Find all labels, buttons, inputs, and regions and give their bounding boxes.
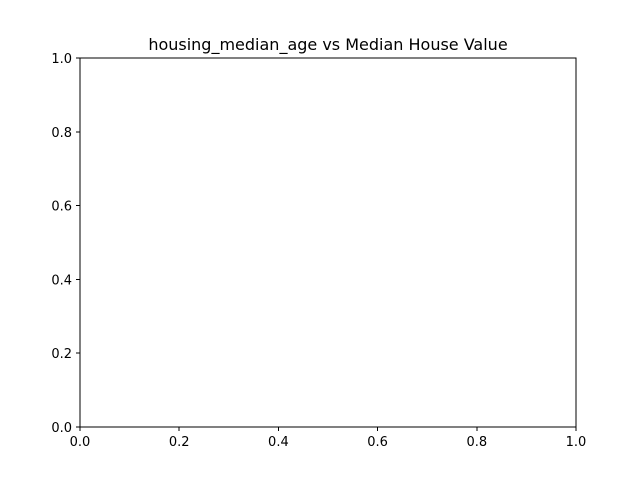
y-tick-label: 0.2: [51, 347, 72, 362]
x-tick-label: 0.4: [268, 435, 289, 450]
y-tick-label: 0.6: [51, 200, 72, 215]
x-axis: 0.0 0.2 0.4 0.6 0.8 1.0: [70, 427, 587, 450]
plot-area: [79, 57, 577, 428]
x-tick-label: 0.8: [466, 435, 487, 450]
x-tick-label: 1.0: [566, 435, 587, 450]
y-tick-label: 0.8: [51, 126, 72, 141]
y-tick-label: 0.0: [51, 421, 72, 436]
y-tick-label: 1.0: [51, 52, 72, 67]
y-tick-label: 0.4: [51, 273, 72, 288]
x-tick-label: 0.6: [367, 435, 388, 450]
y-axis: 0.0 0.2 0.4 0.6 0.8 1.0: [51, 52, 80, 436]
axes-frame: [79, 57, 577, 428]
chart-title: housing_median_age vs Median House Value: [148, 35, 507, 55]
x-tick-label: 0.0: [70, 435, 91, 450]
x-tick-label: 0.2: [169, 435, 190, 450]
